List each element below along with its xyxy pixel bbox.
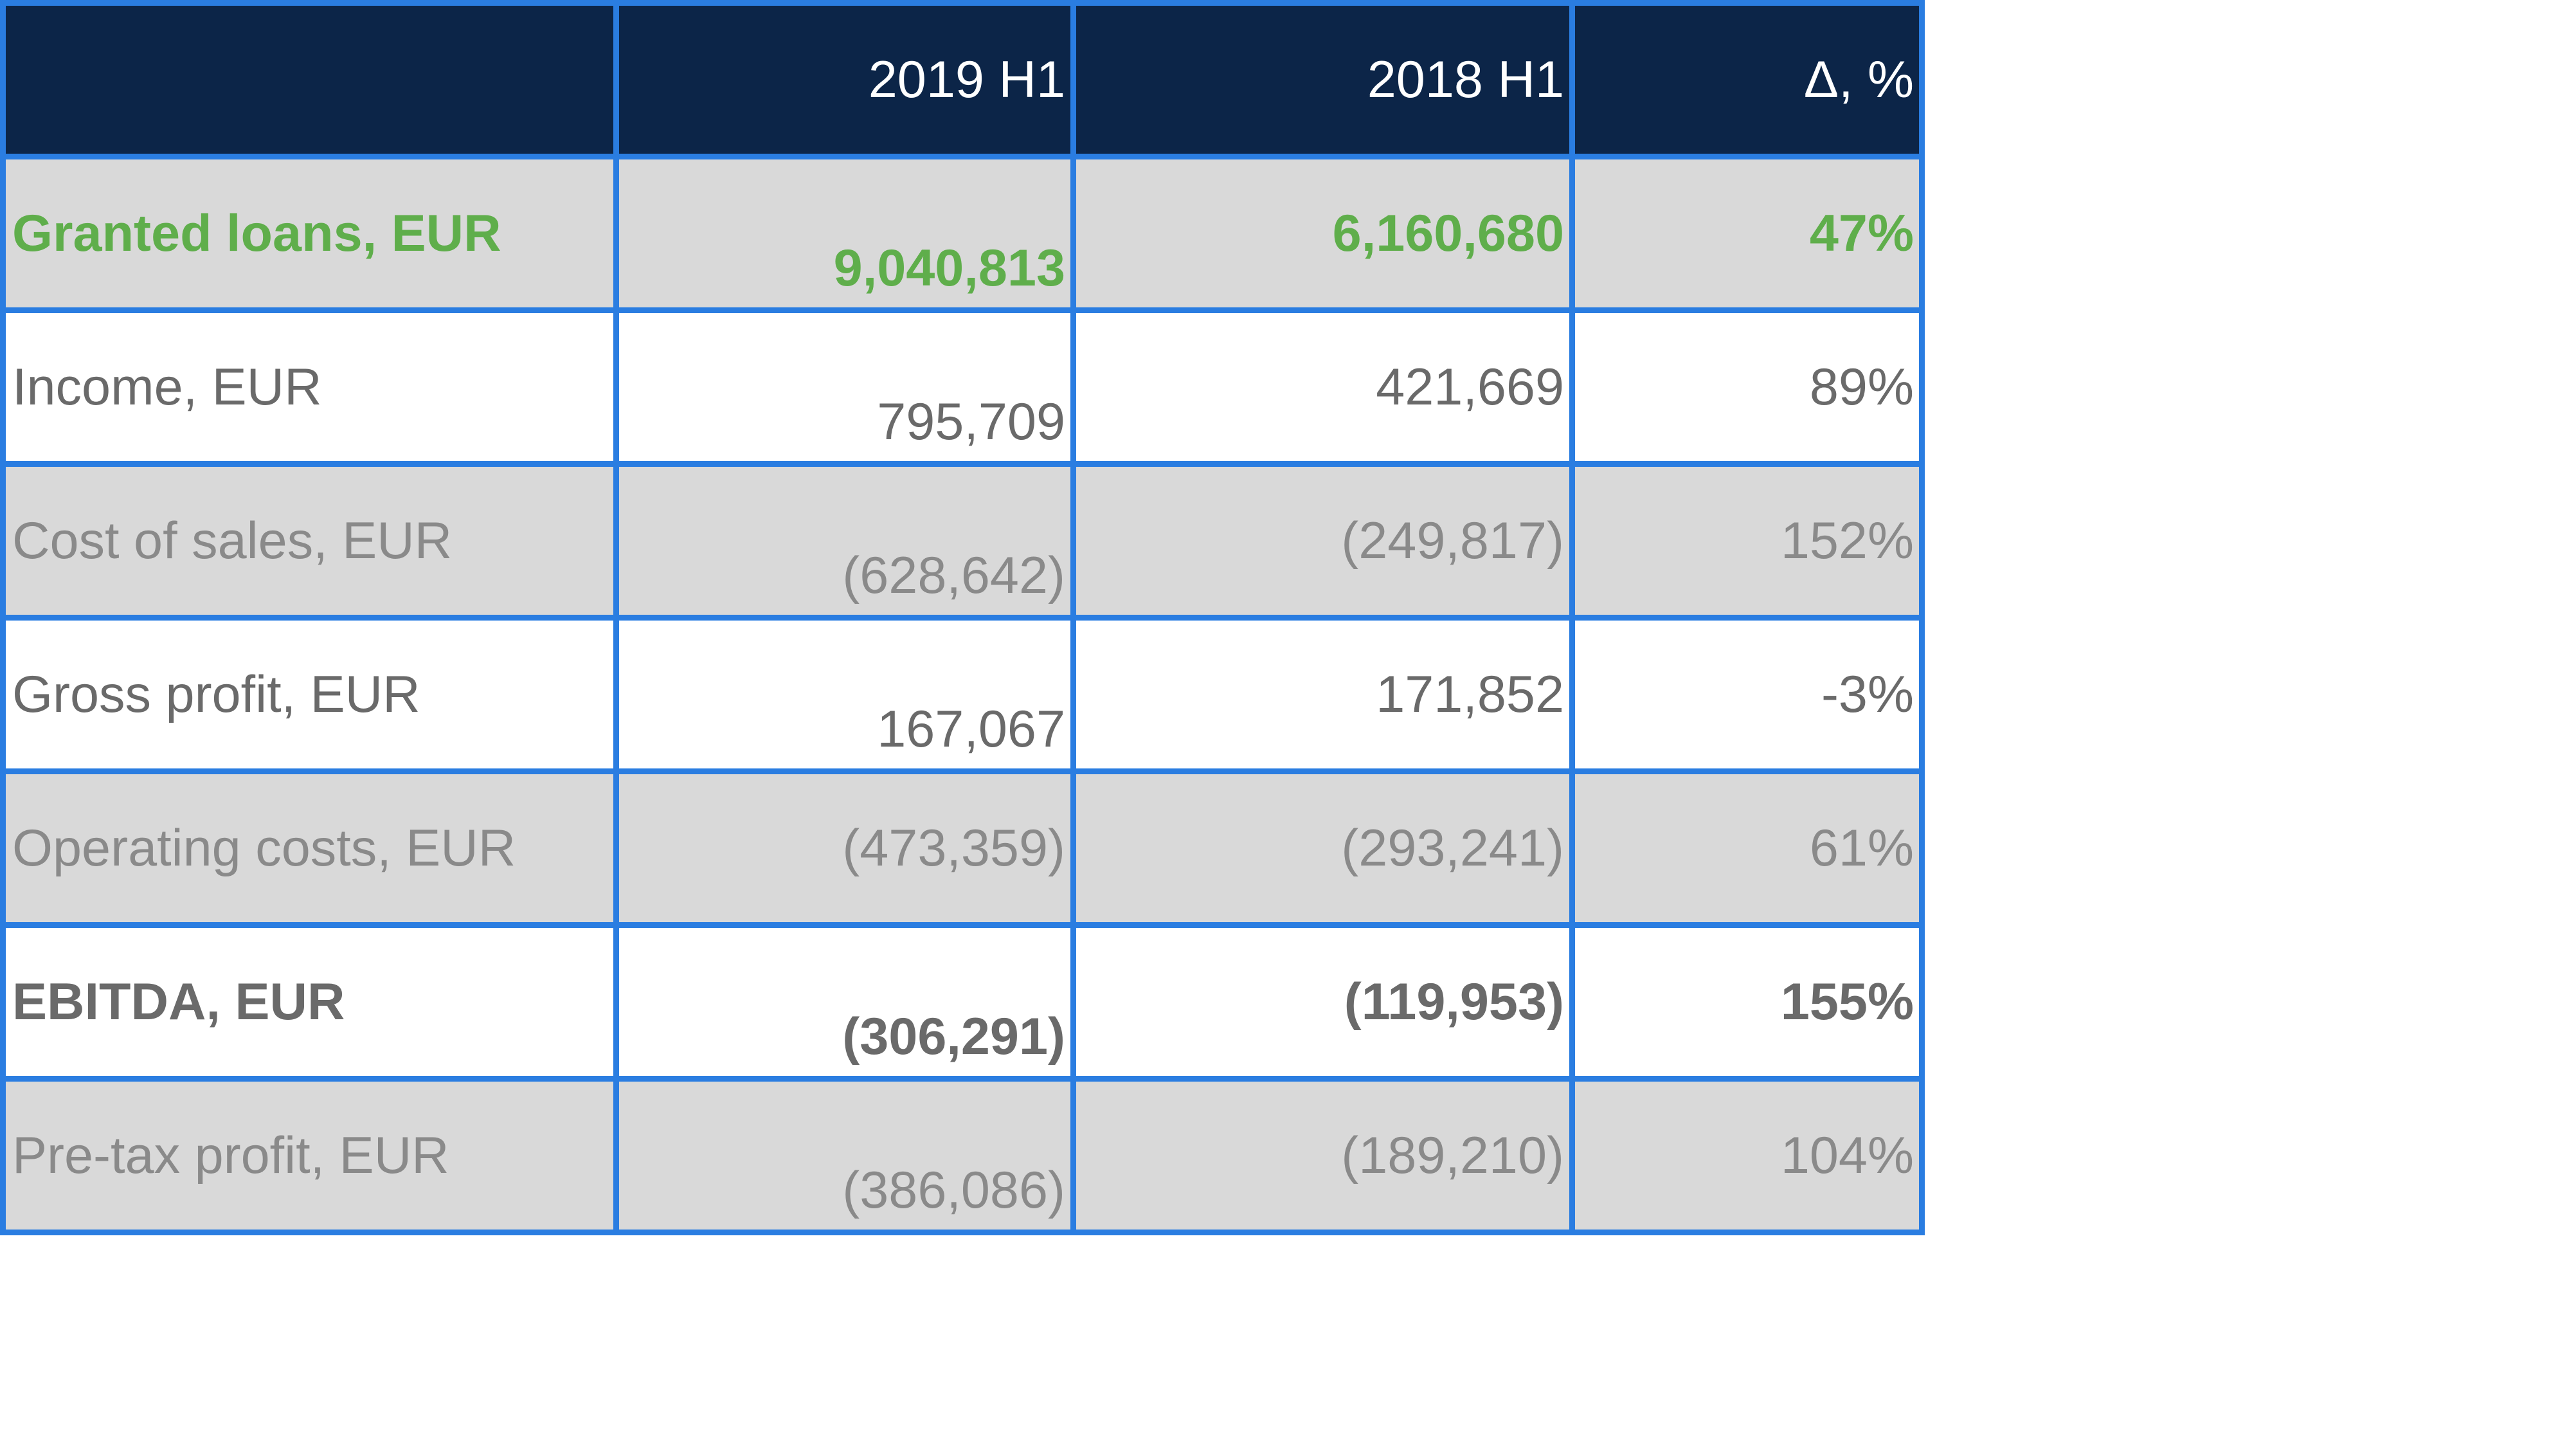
row-label: Pre-tax profit, EUR — [0, 1076, 619, 1235]
table-row-operating-costs: Operating costs, EUR (473,359) (293,241)… — [0, 768, 1925, 928]
cell-2018-h1: 171,852 — [1070, 615, 1575, 774]
row-label: Granted loans, EUR — [0, 154, 619, 313]
cell-2018-h1: 6,160,680 — [1070, 154, 1575, 313]
row-label: EBITDA, EUR — [0, 922, 619, 1082]
row-label: Gross profit, EUR — [0, 615, 619, 774]
cell-2019-h1: 795,709 — [613, 307, 1076, 467]
table-row-gross-profit: Gross profit, EUR 167,067 171,852 -3% — [0, 615, 1925, 774]
table-header: 2019 H1 2018 H1 Δ, % — [0, 0, 1925, 159]
cell-delta: 104% — [1569, 1076, 1925, 1235]
row-label: Cost of sales, EUR — [0, 461, 619, 621]
cell-2019-h1: (306,291) — [613, 922, 1076, 1082]
table-row-income: Income, EUR 795,709 421,669 89% — [0, 307, 1925, 467]
table-row-cost-of-sales: Cost of sales, EUR (628,642) (249,817) 1… — [0, 461, 1925, 621]
cell-delta: 152% — [1569, 461, 1925, 621]
cell-delta: 155% — [1569, 922, 1925, 1082]
row-label: Income, EUR — [0, 307, 619, 467]
cell-delta: 61% — [1569, 768, 1925, 928]
header-row: 2019 H1 2018 H1 Δ, % — [0, 0, 1925, 159]
header-2019-h1: 2019 H1 — [613, 0, 1076, 159]
cell-delta: 47% — [1569, 154, 1925, 313]
cell-delta: -3% — [1569, 615, 1925, 774]
cell-2018-h1: (189,210) — [1070, 1076, 1575, 1235]
table-row-granted-loans: Granted loans, EUR 9,040,813 6,160,680 4… — [0, 154, 1925, 313]
cell-2019-h1: 167,067 — [613, 615, 1076, 774]
row-label: Operating costs, EUR — [0, 768, 619, 928]
cell-2019-h1: 9,040,813 — [613, 154, 1076, 313]
table-row-pre-tax-profit: Pre-tax profit, EUR (386,086) (189,210) … — [0, 1076, 1925, 1235]
header-2018-h1: 2018 H1 — [1070, 0, 1575, 159]
financial-summary-table: 2019 H1 2018 H1 Δ, % Granted loans, EUR … — [0, 0, 1925, 1235]
cell-2019-h1: (473,359) — [613, 768, 1076, 928]
cell-2019-h1: (628,642) — [613, 461, 1076, 621]
cell-2019-h1: (386,086) — [613, 1076, 1076, 1235]
header-label-column — [0, 0, 619, 159]
table-row-ebitda: EBITDA, EUR (306,291) (119,953) 155% — [0, 922, 1925, 1082]
cell-2018-h1: (119,953) — [1070, 922, 1575, 1082]
table-body: Granted loans, EUR 9,040,813 6,160,680 4… — [0, 154, 1925, 1235]
cell-delta: 89% — [1569, 307, 1925, 467]
header-delta-percent: Δ, % — [1569, 0, 1925, 159]
cell-2018-h1: (293,241) — [1070, 768, 1575, 928]
cell-2018-h1: (249,817) — [1070, 461, 1575, 621]
cell-2018-h1: 421,669 — [1070, 307, 1575, 467]
